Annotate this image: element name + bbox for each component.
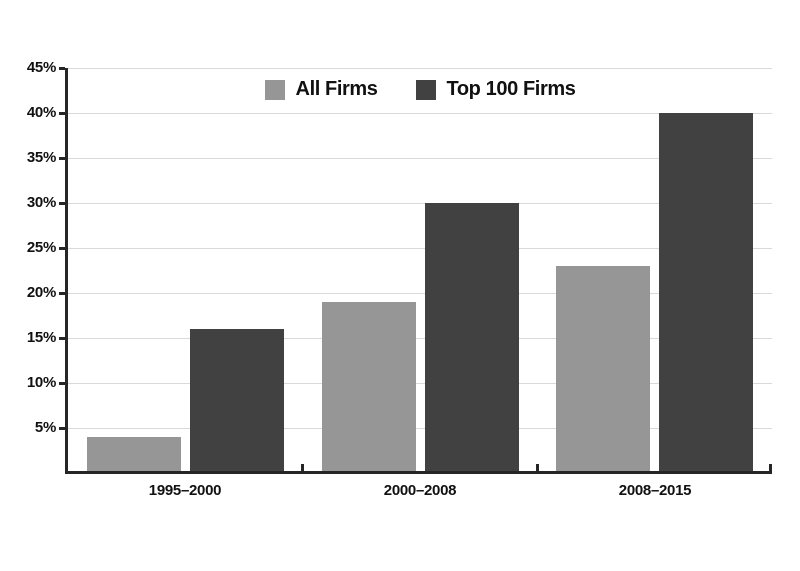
gridline-40 <box>68 113 772 114</box>
bar-all-firms-2008-2015 <box>556 266 650 473</box>
y-axis-label-35: 35% <box>26 149 56 166</box>
gridline-10 <box>68 383 772 384</box>
y-axis-tick-40 <box>59 112 65 115</box>
gridline-25 <box>68 248 772 249</box>
y-axis-tick-20 <box>59 292 65 295</box>
bar-top-100-firms-2000-2008 <box>425 203 519 473</box>
y-axis-line <box>65 68 68 474</box>
y-axis-label-15: 15% <box>26 329 56 346</box>
x-axis-tick-3 <box>769 464 772 471</box>
bar-top-100-firms-2008-2015 <box>659 113 753 473</box>
y-axis-tick-10 <box>59 382 65 385</box>
y-axis-label-10: 10% <box>26 374 56 391</box>
y-axis-tick-15 <box>59 337 65 340</box>
gridline-45 <box>68 68 772 69</box>
y-axis-tick-5 <box>59 427 65 430</box>
gridline-35 <box>68 158 772 159</box>
x-category-label-2000-2008: 2000–2008 <box>383 482 457 499</box>
y-axis-tick-25 <box>59 247 65 250</box>
gridline-5 <box>68 428 772 429</box>
legend-item-top-100-firms: Top 100 Firms <box>415 78 576 101</box>
gridline-20 <box>68 293 772 294</box>
y-axis-label-30: 30% <box>26 194 56 211</box>
legend-label-all-firms: All Firms <box>295 78 378 100</box>
y-axis-label-40: 40% <box>26 104 56 121</box>
gridline-15 <box>68 338 772 339</box>
x-axis-line <box>65 471 772 474</box>
y-axis-tick-35 <box>59 157 65 160</box>
x-axis-tick-1 <box>301 464 304 471</box>
gridline-30 <box>68 203 772 204</box>
bar-all-firms-2000-2008 <box>322 302 416 473</box>
legend-item-all-firms: All Firms <box>264 78 378 101</box>
x-axis-tick-2 <box>536 464 539 471</box>
y-axis-tick-30 <box>59 202 65 205</box>
y-axis-label-45: 45% <box>26 59 56 76</box>
legend-label-top-100-firms: Top 100 Firms <box>446 78 576 100</box>
legend-swatch-top-100-firms <box>415 79 436 100</box>
x-category-label-2008-2015: 2008–2015 <box>618 482 692 499</box>
plot-area <box>68 68 772 473</box>
y-axis-label-25: 25% <box>26 239 56 256</box>
legend-swatch-all-firms <box>264 79 285 100</box>
bar-all-firms-1995-2000 <box>87 437 181 473</box>
bar-top-100-firms-1995-2000 <box>190 329 284 473</box>
legend: All Firms Top 100 Firms <box>68 78 772 101</box>
y-axis-label-5: 5% <box>34 419 56 436</box>
x-category-label-1995-2000: 1995–2000 <box>148 482 222 499</box>
y-axis-tick-45 <box>59 67 65 70</box>
y-axis-label-20: 20% <box>26 284 56 301</box>
